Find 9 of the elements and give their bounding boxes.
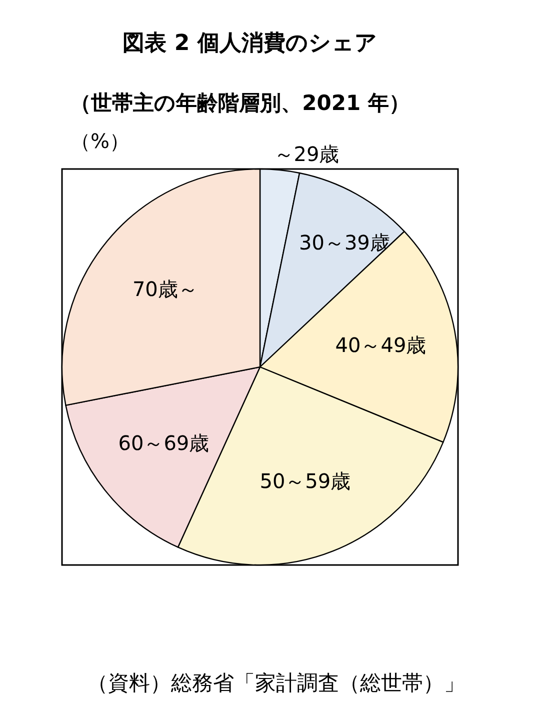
chart-subtitle: （世帯主の年齢階層別、2021 年）: [70, 91, 410, 115]
text: （%）: [70, 129, 130, 153]
text: （資料）総務省「家計調査（総世帯）」: [87, 671, 465, 695]
slice-label: 40～49歳: [335, 332, 426, 357]
slice-label: ～29歳: [274, 142, 340, 166]
chart-title: 図表 2 個人消費のシェア: [122, 31, 378, 56]
slice-label: 60～69歳: [118, 431, 210, 456]
slice-label: 70歳～: [132, 277, 198, 302]
slice-label: 50～59歳: [260, 469, 351, 494]
